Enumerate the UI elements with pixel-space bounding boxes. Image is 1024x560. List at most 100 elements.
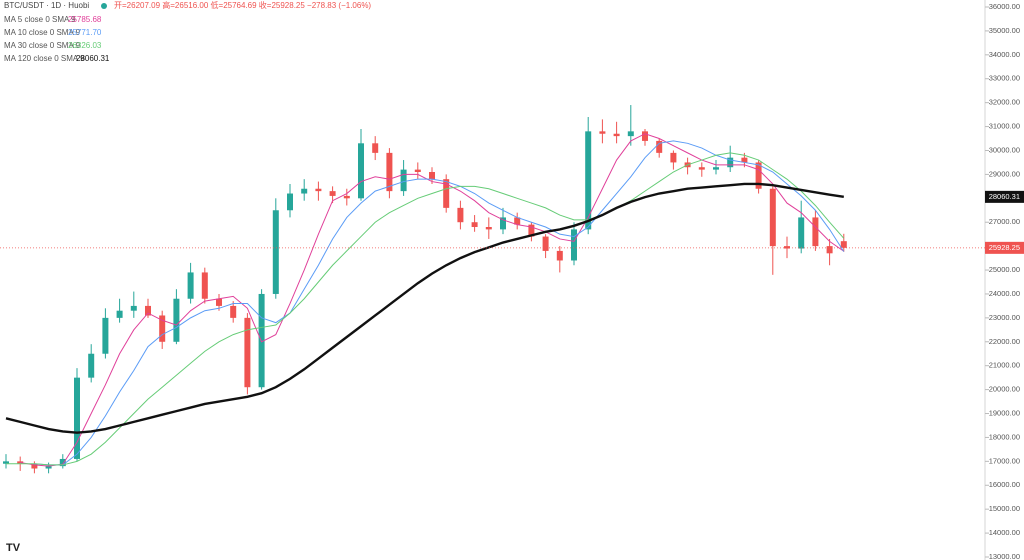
y-tick-label: 32000.00	[989, 98, 1020, 107]
y-tick-label: 17000.00	[989, 456, 1020, 465]
candle-body	[159, 315, 166, 342]
candle-body	[400, 169, 407, 192]
y-tick-label: 18000.00	[989, 432, 1020, 441]
y-tick-label: 33000.00	[989, 74, 1020, 83]
y-tick-label: 27000.00	[989, 217, 1020, 226]
candle-body	[500, 217, 506, 230]
candle-body	[571, 229, 577, 261]
candle-body	[769, 188, 776, 247]
candle-body	[784, 246, 790, 249]
y-tick-label: 34000.00	[989, 50, 1020, 59]
candle-body	[145, 305, 151, 316]
candle-body	[471, 222, 478, 227]
candle-body	[216, 298, 222, 306]
legend-name: MA 5 close 0 SMA 9	[4, 15, 76, 24]
candle-body	[414, 169, 421, 172]
legend-name: MA 10 close 0 SMA 9	[4, 28, 81, 37]
candle-body	[670, 152, 677, 163]
y-tick-label: 20000.00	[989, 385, 1020, 394]
candle-body	[798, 217, 805, 249]
y-tick-label: 30000.00	[989, 145, 1020, 154]
ma-price-box	[985, 190, 1024, 203]
candle-body	[457, 207, 464, 223]
y-tick-label: 19000.00	[989, 409, 1020, 418]
candle-body	[755, 162, 762, 189]
candle-body	[741, 157, 748, 163]
last-price-box	[985, 241, 1024, 254]
candle-body	[386, 152, 393, 192]
candle-body	[698, 167, 705, 170]
y-tick-label: 23000.00	[989, 313, 1020, 322]
ma-line	[34, 140, 845, 466]
y-tick-label: 14000.00	[989, 528, 1020, 537]
y-tick-label: 36000.00	[989, 2, 1020, 11]
candle-body	[31, 463, 38, 469]
ohlc-header: 开=26207.09 高=26516.00 低=25764.69 收=25928…	[114, 0, 371, 10]
ma-line	[20, 133, 845, 467]
candle-body	[301, 188, 308, 194]
candle-body	[485, 227, 492, 230]
legend-value: 25785.68	[68, 15, 102, 24]
candle-body	[372, 143, 379, 153]
candle-body	[358, 143, 364, 199]
svg-text:TV: TV	[6, 542, 21, 554]
candle-body	[130, 305, 137, 311]
candle-body	[585, 131, 592, 230]
legend-name: MA 120 close 0 SMA 9	[4, 54, 85, 63]
candle-body	[116, 310, 123, 318]
candle-body	[613, 133, 620, 137]
candle-body	[343, 195, 350, 199]
y-tick-label: 21000.00	[989, 361, 1020, 370]
candle-body	[556, 250, 563, 261]
candle-body	[88, 353, 95, 378]
candle-body	[443, 179, 450, 208]
candle-body	[74, 377, 80, 459]
candle-body	[599, 131, 606, 134]
candle-body	[315, 188, 322, 192]
tv-logo: TV	[6, 542, 21, 554]
legend-value: 26326.03	[68, 41, 102, 50]
y-tick-label: 29000.00	[989, 169, 1020, 178]
y-tick-label: 31000.00	[989, 122, 1020, 131]
y-tick-label: 15000.00	[989, 504, 1020, 513]
candle-body	[59, 458, 66, 467]
y-tick-label: 16000.00	[989, 480, 1020, 489]
y-tick-label: 22000.00	[989, 337, 1020, 346]
candle-body	[272, 210, 279, 294]
candle-body	[642, 131, 648, 141]
candle-body	[528, 224, 535, 237]
candle-body	[102, 317, 109, 354]
legend-value: 28060.31	[76, 54, 110, 63]
y-tick-label: 13000.00	[989, 552, 1020, 560]
candle-body	[187, 272, 194, 299]
legend: BTC/USDT · 1D · Huobi 开=26207.09 高=26516…	[4, 0, 371, 63]
legend-value: 25771.70	[68, 28, 102, 37]
ma-price-label: 28060.31	[989, 192, 1020, 201]
candle-body	[713, 167, 719, 170]
plot	[0, 105, 985, 474]
candle-body	[201, 272, 208, 299]
candle-body	[429, 172, 435, 180]
candle-body	[727, 157, 734, 168]
candle-body	[627, 131, 634, 137]
ma-line	[5, 182, 844, 434]
candle-body	[542, 236, 549, 251]
candle-body	[244, 317, 251, 388]
status-dot	[101, 3, 107, 9]
candle-body	[45, 466, 52, 469]
y-tick-label: 25000.00	[989, 265, 1020, 274]
candle-body	[173, 298, 180, 342]
symbol: BTC/USDT · 1D · Huobi	[4, 1, 89, 10]
ma-line	[6, 152, 845, 466]
candle-body	[329, 191, 336, 196]
y-tick-label: 24000.00	[989, 289, 1020, 298]
legend-name: MA 30 close 0 SMA 9	[4, 41, 81, 50]
candle-body	[230, 305, 237, 318]
candle-body	[514, 217, 521, 225]
candle-body	[656, 140, 663, 153]
candle-body	[826, 246, 833, 254]
candle-body	[840, 241, 847, 248]
candle-body	[3, 461, 9, 464]
